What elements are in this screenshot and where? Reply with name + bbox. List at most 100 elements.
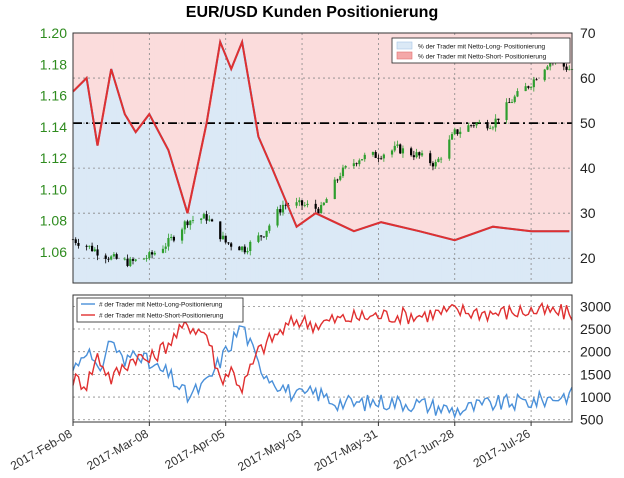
candle-body bbox=[145, 258, 148, 259]
legend-swatch-short bbox=[396, 51, 413, 60]
candle-body bbox=[230, 243, 233, 247]
candle-body bbox=[412, 155, 415, 158]
price-tick-label: 1.16 bbox=[40, 88, 67, 104]
candle-body bbox=[314, 203, 317, 209]
short-pct-band bbox=[154, 33, 159, 125]
long-pct-band bbox=[233, 62, 238, 283]
candle-body bbox=[497, 118, 500, 121]
short-pct-band bbox=[492, 33, 497, 227]
long-pct-band bbox=[299, 224, 303, 283]
long-pct-band bbox=[130, 123, 134, 283]
short-pct-band bbox=[285, 33, 290, 201]
candle-body bbox=[448, 139, 451, 159]
short-pct-band bbox=[138, 33, 142, 129]
long-pct-band bbox=[222, 48, 227, 283]
short-pct-band bbox=[102, 33, 107, 115]
long-pct-band bbox=[100, 130, 104, 283]
long-pct-band bbox=[501, 227, 505, 283]
short-pct-band bbox=[119, 33, 123, 97]
short-pct-band bbox=[558, 33, 562, 232]
candle-body bbox=[524, 86, 527, 92]
long-pct-band bbox=[113, 78, 118, 283]
short-pct-band bbox=[490, 33, 494, 228]
short-pct-band bbox=[203, 33, 208, 136]
long-pct-band bbox=[542, 231, 546, 283]
x-tick-label: 2017-May-03 bbox=[235, 426, 304, 474]
long-pct-band bbox=[342, 226, 347, 283]
short-pct-band bbox=[160, 33, 164, 135]
candle-body bbox=[186, 221, 189, 226]
short-pct-band bbox=[132, 33, 137, 128]
candle-body bbox=[183, 221, 186, 230]
short-pct-band bbox=[236, 33, 240, 56]
candle-body bbox=[284, 204, 287, 206]
short-pct-band bbox=[435, 33, 439, 236]
short-pct-band bbox=[274, 33, 279, 175]
short-pct-band bbox=[452, 33, 456, 240]
short-pct-band bbox=[81, 33, 85, 84]
long-pct-band bbox=[503, 227, 508, 283]
candle-body bbox=[115, 254, 118, 259]
candle-body bbox=[339, 176, 342, 180]
short-pct-band bbox=[528, 33, 532, 231]
candle-body bbox=[467, 125, 470, 132]
candle-body bbox=[450, 134, 454, 140]
long-pct-band bbox=[274, 174, 279, 283]
short-pct-band bbox=[432, 33, 437, 235]
price-tick-label: 1.08 bbox=[40, 213, 67, 229]
long-pct-band bbox=[555, 231, 559, 283]
pct-tick-label: 20 bbox=[580, 250, 596, 266]
short-pct-band bbox=[304, 33, 309, 221]
short-pct-band bbox=[127, 33, 131, 119]
long-pct-band bbox=[533, 231, 538, 283]
count-tick-label: 1000 bbox=[580, 389, 611, 405]
candle-body bbox=[437, 158, 440, 162]
candle-body bbox=[399, 144, 402, 154]
long-pct-band bbox=[375, 223, 379, 283]
long-pct-band bbox=[345, 227, 350, 283]
short-pct-band bbox=[487, 33, 491, 229]
short-pct-band bbox=[94, 33, 99, 129]
short-pct-band bbox=[255, 33, 260, 121]
long-pct-band bbox=[492, 226, 497, 283]
short-pct-band bbox=[272, 33, 276, 169]
candle-body bbox=[470, 125, 473, 127]
long-pct-band bbox=[198, 161, 202, 283]
short-pct-band bbox=[269, 33, 273, 162]
long-pct-band bbox=[132, 127, 137, 283]
short-pct-band bbox=[321, 33, 325, 216]
short-pct-band bbox=[184, 33, 189, 205]
candle-body bbox=[459, 131, 462, 135]
x-tick-label: 2017-Feb-08 bbox=[8, 426, 75, 473]
long-pct-band bbox=[539, 231, 543, 283]
long-pct-band bbox=[566, 231, 570, 283]
long-pct-band bbox=[236, 55, 240, 283]
short-pct-band bbox=[334, 33, 339, 223]
short-pct-band bbox=[555, 33, 559, 232]
long-pct-band bbox=[250, 89, 254, 283]
candle-body bbox=[527, 86, 530, 88]
short-pct-band bbox=[323, 33, 328, 218]
candle-body bbox=[377, 157, 380, 159]
price-tick-label: 1.12 bbox=[40, 150, 67, 166]
short-pct-band bbox=[173, 33, 178, 169]
candle-body bbox=[131, 259, 135, 261]
long-pct-band bbox=[525, 230, 529, 283]
long-pct-band bbox=[528, 230, 532, 283]
top-legend bbox=[391, 37, 571, 64]
candle-body bbox=[478, 122, 481, 123]
long-pct-band bbox=[432, 234, 437, 283]
short-pct-band bbox=[312, 33, 317, 216]
long-pct-band bbox=[392, 224, 396, 283]
long-pct-band bbox=[154, 124, 159, 283]
short-pct-band bbox=[561, 33, 565, 232]
long-pct-band bbox=[381, 222, 385, 283]
candle-body bbox=[90, 245, 94, 252]
long-pct-band bbox=[272, 168, 276, 283]
short-pct-band bbox=[484, 33, 489, 230]
short-pct-band bbox=[280, 33, 284, 188]
long-pct-band bbox=[435, 235, 439, 283]
long-pct-band bbox=[102, 114, 107, 283]
candle-body bbox=[88, 245, 91, 247]
